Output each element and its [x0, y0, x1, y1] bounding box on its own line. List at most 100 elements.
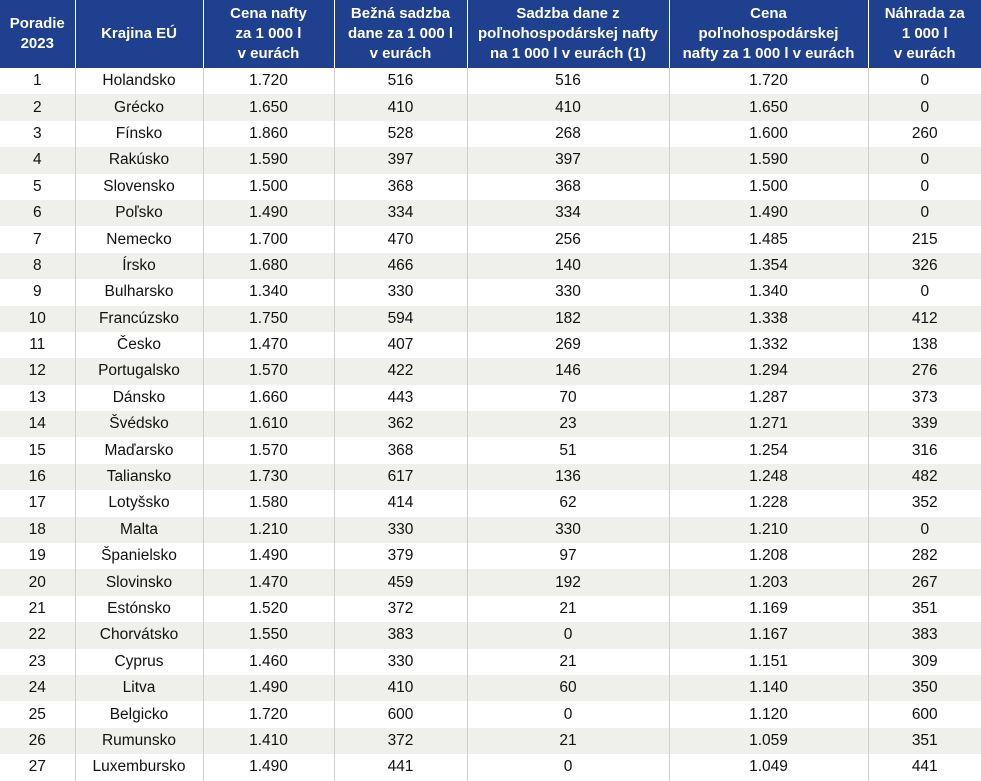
table-row: 17 Lotyšsko 1.580 414 62 1.228 352 — [0, 490, 981, 517]
cell-diesel-price: 1.470 — [203, 331, 335, 359]
cell-refund: 351 — [868, 727, 981, 755]
cell-diesel-price: 1.610 — [203, 411, 335, 438]
cell-country: Portugalsko — [75, 358, 204, 385]
column-header-line: Cena nafty — [230, 5, 307, 22]
cell-refund: 282 — [868, 543, 981, 570]
cell-agri-tax: 269 — [467, 331, 670, 359]
cell-refund: 267 — [868, 569, 981, 596]
cell-refund: 383 — [868, 622, 981, 649]
cell-rank: 1 — [0, 68, 76, 95]
cell-diesel-price: 1.410 — [203, 727, 335, 755]
cell-agri-price: 1.210 — [669, 516, 869, 544]
cell-agri-tax: 256 — [467, 226, 670, 253]
cell-rank: 27 — [0, 754, 76, 781]
cell-rank: 20 — [0, 569, 76, 596]
table-row: 11 Česko 1.470 407 269 1.332 138 — [0, 331, 981, 359]
cell-refund: 0 — [868, 147, 981, 174]
cell-rank: 22 — [0, 622, 76, 649]
cell-rank: 26 — [0, 727, 76, 755]
column-header-standard-tax: Bežná sadzba dane za 1 000 l v eurách — [334, 0, 468, 68]
table-row: 3 Fínsko 1.860 528 268 1.600 260 — [0, 120, 981, 148]
cell-rank: 12 — [0, 358, 76, 385]
cell-country: Belgicko — [75, 701, 204, 728]
table-row: 21 Estónsko 1.520 372 21 1.169 351 — [0, 595, 981, 623]
cell-standard-tax: 516 — [334, 68, 468, 95]
cell-agri-price: 1.059 — [669, 727, 869, 755]
cell-agri-price: 1.120 — [669, 701, 869, 728]
table-row: 22 Chorvátsko 1.550 383 0 1.167 383 — [0, 622, 981, 649]
cell-agri-tax: 330 — [467, 279, 670, 306]
column-header-line: Cena — [750, 5, 787, 22]
cell-agri-tax: 182 — [467, 305, 670, 332]
table-row: 5 Slovensko 1.500 368 368 1.500 0 — [0, 173, 981, 200]
cell-diesel-price: 1.460 — [203, 648, 335, 675]
table-row: 13 Dánsko 1.660 443 70 1.287 373 — [0, 384, 981, 412]
cell-diesel-price: 1.490 — [203, 199, 335, 227]
table-row: 20 Slovinsko 1.470 459 192 1.203 267 — [0, 569, 981, 596]
cell-diesel-price: 1.680 — [203, 252, 335, 280]
cell-agri-price: 1.338 — [669, 305, 869, 332]
cell-standard-tax: 410 — [334, 674, 468, 702]
cell-agri-price: 1.294 — [669, 358, 869, 385]
cell-rank: 5 — [0, 173, 76, 200]
cell-agri-tax: 23 — [467, 411, 670, 438]
cell-refund: 326 — [868, 252, 981, 280]
cell-standard-tax: 410 — [334, 94, 468, 121]
cell-standard-tax: 372 — [334, 595, 468, 623]
cell-refund: 351 — [868, 595, 981, 623]
header-row: Poradie 2023 Krajina EÚ Cena nafty za 1 000 … — [0, 0, 981, 68]
cell-country: Cyprus — [75, 648, 204, 675]
cell-rank: 13 — [0, 384, 76, 412]
column-header-line: v eurách — [237, 45, 300, 62]
cell-diesel-price: 1.590 — [203, 147, 335, 174]
cell-standard-tax: 330 — [334, 279, 468, 306]
table-row: 26 Rumunsko 1.410 372 21 1.059 351 — [0, 727, 981, 755]
cell-diesel-price: 1.720 — [203, 701, 335, 728]
table-row: 8 Írsko 1.680 466 140 1.354 326 — [0, 252, 981, 280]
cell-country: Chorvátsko — [75, 622, 204, 649]
cell-refund: 352 — [868, 490, 981, 517]
cell-rank: 15 — [0, 437, 76, 464]
cell-diesel-price: 1.490 — [203, 754, 335, 781]
cell-diesel-price: 1.210 — [203, 516, 335, 544]
cell-diesel-price: 1.750 — [203, 305, 335, 332]
cell-agri-tax: 0 — [467, 754, 670, 781]
table-row: 16 Taliansko 1.730 617 136 1.248 482 — [0, 463, 981, 491]
cell-refund: 0 — [868, 199, 981, 227]
cell-diesel-price: 1.720 — [203, 68, 335, 95]
cell-agri-tax: 140 — [467, 252, 670, 280]
cell-rank: 9 — [0, 279, 76, 306]
column-header-agri-tax: Sadzba dane z poľnohospodárskej nafty na 1… — [467, 0, 670, 68]
cell-refund: 373 — [868, 384, 981, 412]
cell-agri-tax: 330 — [467, 516, 670, 544]
cell-refund: 0 — [868, 94, 981, 121]
cell-refund: 0 — [868, 173, 981, 200]
table-row: 24 Litva 1.490 410 60 1.140 350 — [0, 674, 981, 702]
cell-country: Rumunsko — [75, 727, 204, 755]
cell-diesel-price: 1.580 — [203, 490, 335, 517]
cell-agri-price: 1.228 — [669, 490, 869, 517]
column-header-country: Krajina EÚ — [75, 0, 204, 68]
cell-standard-tax: 470 — [334, 226, 468, 253]
cell-country: Rakúsko — [75, 147, 204, 174]
cell-refund: 441 — [868, 754, 981, 781]
cell-agri-price: 1.248 — [669, 463, 869, 491]
cell-agri-tax: 192 — [467, 569, 670, 596]
cell-diesel-price: 1.470 — [203, 569, 335, 596]
cell-agri-price: 1.254 — [669, 437, 869, 464]
cell-agri-tax: 334 — [467, 199, 670, 227]
column-header-line: Sadzba dane z — [516, 5, 620, 22]
cell-rank: 17 — [0, 490, 76, 517]
column-header-line: dane za 1 000 l — [347, 25, 454, 42]
cell-agri-tax: 268 — [467, 120, 670, 148]
cell-agri-price: 1.169 — [669, 595, 869, 623]
cell-agri-price: 1.203 — [669, 569, 869, 596]
cell-standard-tax: 362 — [334, 411, 468, 438]
cell-rank: 3 — [0, 120, 76, 148]
table-row: 15 Maďarsko 1.570 368 51 1.254 316 — [0, 437, 981, 464]
cell-rank: 19 — [0, 543, 76, 570]
column-header-line: 1 000 l — [901, 25, 948, 42]
cell-diesel-price: 1.550 — [203, 622, 335, 649]
cell-standard-tax: 594 — [334, 305, 468, 332]
cell-diesel-price: 1.860 — [203, 120, 335, 148]
